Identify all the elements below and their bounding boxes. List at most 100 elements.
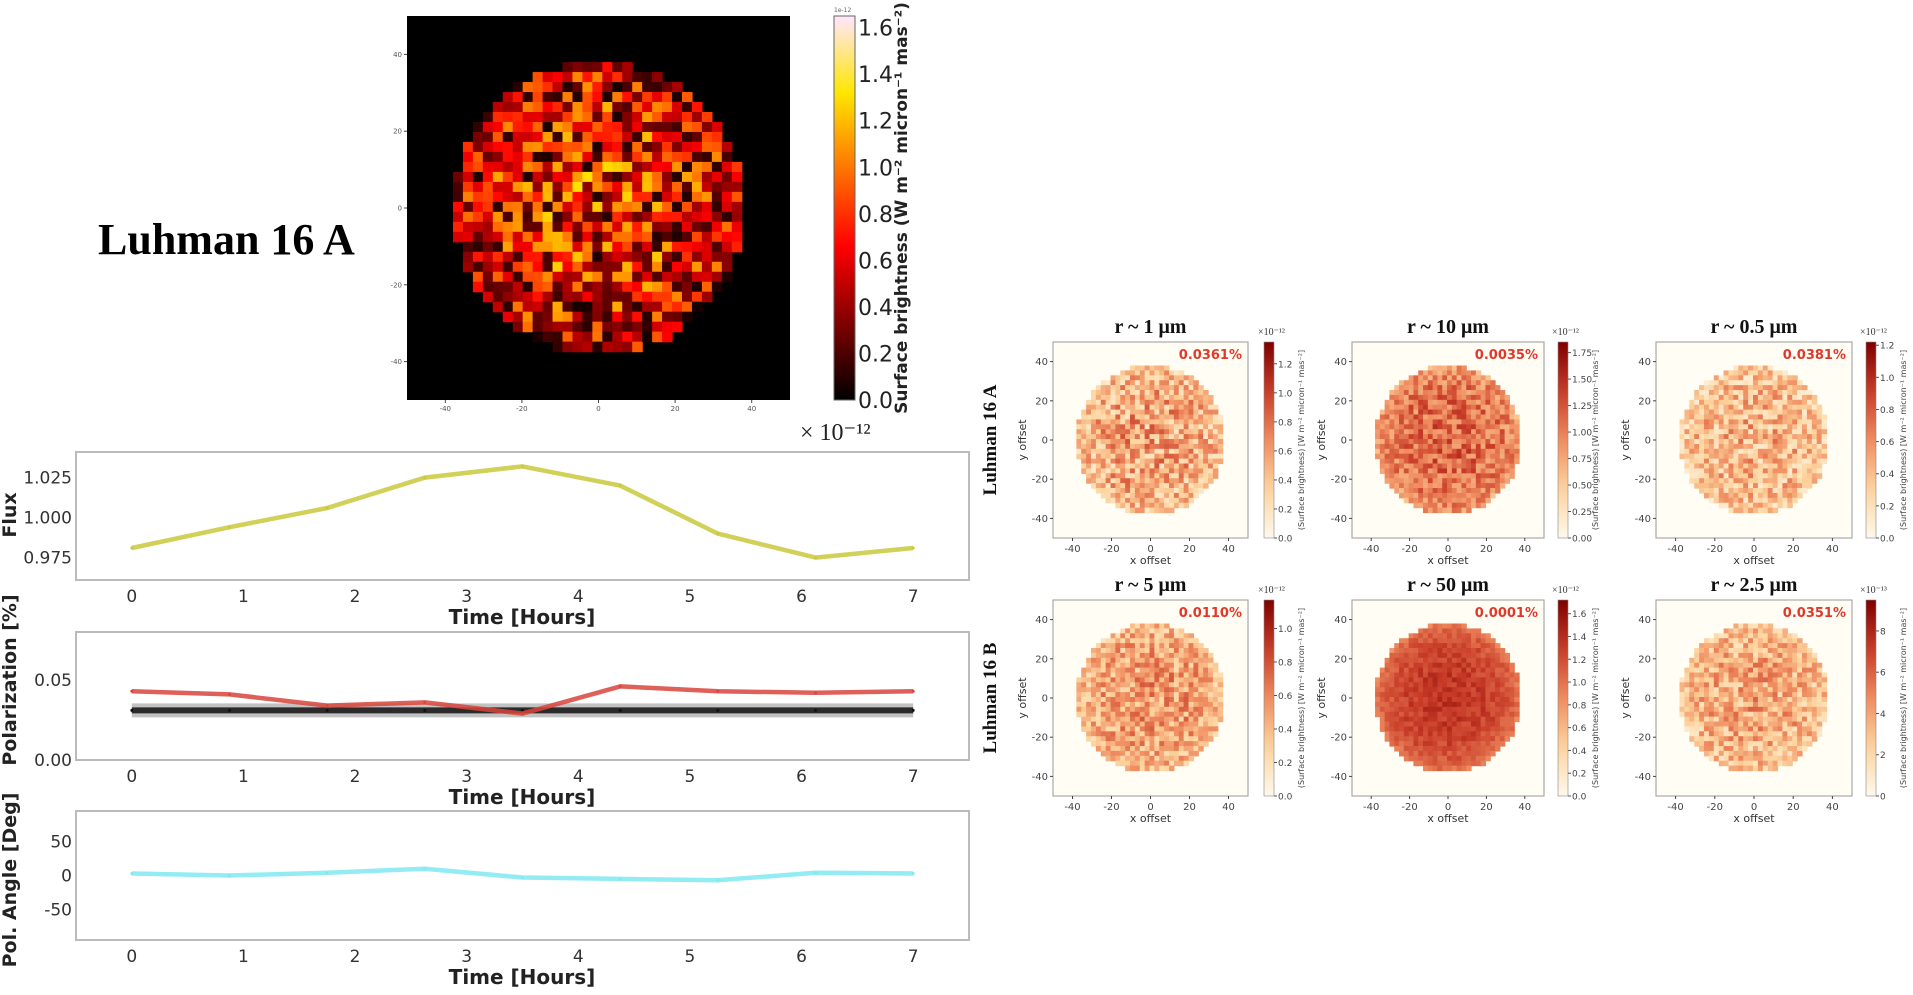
surface-pixel <box>1120 380 1126 386</box>
surface-pixel <box>1159 736 1165 742</box>
surface-pixel <box>681 131 693 143</box>
surface-pixel <box>1134 453 1141 460</box>
surface-pixel <box>1723 488 1730 494</box>
surface-pixel <box>1456 507 1463 514</box>
surface-pixel <box>1427 394 1434 401</box>
surface-pixel <box>1408 648 1415 654</box>
surface-pixel <box>592 151 603 163</box>
surface-pixel <box>1379 697 1386 703</box>
surface-pixel <box>1154 390 1160 396</box>
surface-pixel <box>1408 677 1415 683</box>
surface-pixel <box>1149 375 1155 381</box>
surface-pixel <box>1418 755 1424 762</box>
surface-pixel <box>1777 439 1784 445</box>
surface-pixel <box>1806 463 1813 470</box>
surface-pixel <box>1728 667 1735 674</box>
surface-pixel <box>1403 414 1410 421</box>
surface-pixel <box>1159 755 1165 762</box>
surface-pixel <box>1694 483 1700 489</box>
surface-pixel <box>1208 448 1214 455</box>
surface-pixel <box>1743 458 1749 465</box>
surface-pixel <box>1514 429 1520 435</box>
surface-pixel <box>1689 399 1695 406</box>
surface-pixel <box>1159 473 1165 479</box>
surface-pixel <box>532 261 544 273</box>
surface-pixel <box>1509 463 1515 470</box>
surface-pixel <box>1728 419 1735 425</box>
x-axis-label: Time [Hours] <box>449 965 596 989</box>
surface-pixel <box>731 211 743 223</box>
surface-pixel <box>1086 706 1092 713</box>
surface-pixel <box>1139 741 1146 747</box>
surface-pixel <box>1432 760 1439 767</box>
surface-pixel <box>1723 760 1730 767</box>
surface-pixel <box>1178 424 1185 430</box>
surface-pixel <box>1095 424 1102 430</box>
surface-pixel <box>1095 483 1102 489</box>
surface-pixel <box>1723 731 1730 737</box>
surface-pixel <box>1403 736 1410 742</box>
surface-pixel <box>1442 414 1448 421</box>
surface-pixel <box>1427 648 1434 654</box>
surface-pixel <box>1485 488 1491 494</box>
surface-pixel <box>1816 434 1823 440</box>
surface-pixel <box>1198 414 1204 421</box>
surface-pixel <box>1399 648 1405 654</box>
surface-pixel <box>1456 667 1463 674</box>
surface-pixel <box>1471 492 1477 499</box>
surface-pixel <box>1792 448 1798 455</box>
surface-pixel <box>1753 404 1759 411</box>
surface-pixel <box>1485 672 1491 679</box>
surface-pixel <box>1442 692 1448 698</box>
surface-pixel <box>1733 488 1739 494</box>
surface-pixel <box>1466 429 1472 435</box>
surface-pixel <box>1723 706 1730 713</box>
surface-pixel <box>482 191 494 203</box>
surface-pixel <box>572 251 584 263</box>
surface-pixel <box>1100 399 1107 406</box>
colorbar-tick-label: 1.0 <box>1880 374 1895 384</box>
x-tick-label: 40 <box>1518 544 1531 555</box>
surface-pixel <box>1447 657 1453 664</box>
surface-pixel <box>1178 697 1185 703</box>
surface-pixel <box>1095 746 1102 752</box>
surface-pixel <box>1173 448 1180 455</box>
surface-pixel <box>622 221 633 233</box>
surface-pixel <box>572 161 584 173</box>
surface-pixel <box>1399 394 1405 401</box>
plot-frame <box>75 451 970 581</box>
surface-pixel <box>1743 492 1749 499</box>
surface-pixel <box>1480 429 1487 435</box>
x-tick-label: 3 <box>461 587 472 607</box>
x-tick-label: -40 <box>1363 544 1379 555</box>
surface-pixel <box>1437 424 1443 430</box>
surface-pixel <box>562 171 574 183</box>
surface-pixel <box>1456 399 1463 406</box>
surface-pixel <box>1782 453 1788 460</box>
surface-pixel <box>592 171 603 183</box>
surface-pixel <box>1125 375 1131 381</box>
surface-pixel <box>532 231 544 243</box>
surface-pixel <box>1379 443 1386 450</box>
surface-pixel <box>1787 439 1793 445</box>
surface-pixel <box>1159 643 1165 649</box>
surface-pixel <box>492 171 504 183</box>
surface-pixel <box>552 231 564 243</box>
surface-pixel <box>1806 429 1813 435</box>
surface-pixel <box>1432 463 1439 470</box>
surface-pixel <box>1110 414 1116 421</box>
surface-pixel <box>1480 478 1487 484</box>
surface-pixel <box>1169 662 1175 669</box>
surface-pixel <box>1413 394 1419 401</box>
surface-pixel <box>1471 424 1477 430</box>
surface-pixel <box>1723 463 1730 470</box>
data-point <box>325 704 329 708</box>
percentage-annotation: 0.0110% <box>1179 606 1242 621</box>
surface-pixel <box>1480 648 1487 654</box>
surface-pixel <box>1110 736 1116 742</box>
surface-pixel <box>1743 497 1749 504</box>
surface-pixel <box>1144 443 1151 450</box>
colorbar-tick-label: 1.25 <box>1572 402 1592 412</box>
surface-pixel <box>1718 419 1725 425</box>
surface-pixel <box>1193 746 1199 752</box>
